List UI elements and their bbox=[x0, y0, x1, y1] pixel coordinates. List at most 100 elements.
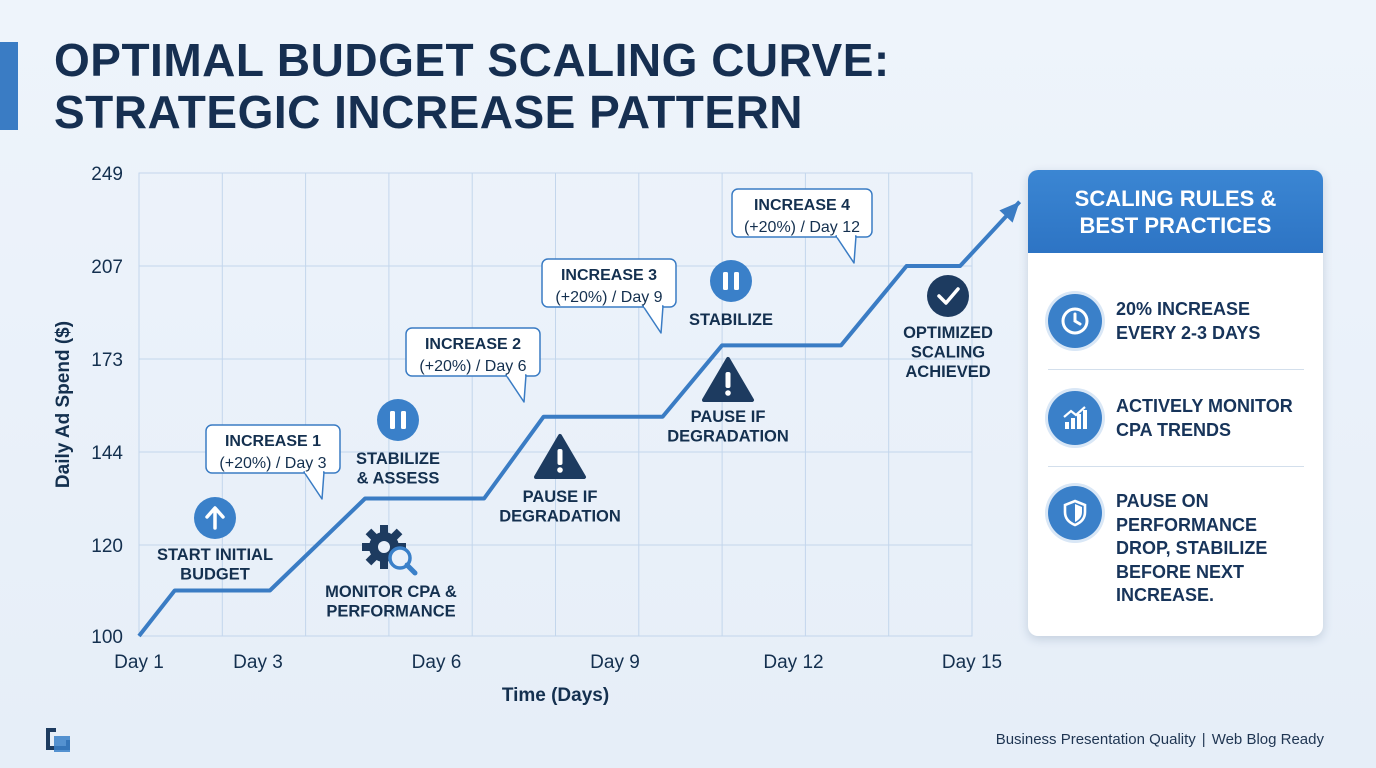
plot-area-border bbox=[138, 172, 973, 637]
icon-glyph bbox=[734, 272, 739, 290]
brand-logo bbox=[44, 726, 72, 752]
callout-subtitle: (+20%) / Day 12 bbox=[744, 219, 860, 236]
callout-title: INCREASE 2 bbox=[425, 336, 521, 353]
title-line-1: OPTIMAL BUDGET SCALING CURVE: bbox=[54, 34, 890, 86]
panel-header: SCALING RULES & BEST PRACTICES bbox=[1028, 170, 1323, 253]
arrow-up-icon bbox=[194, 497, 236, 539]
annotation: MONITOR CPA & PERFORMANCE bbox=[325, 525, 457, 621]
icon-bg bbox=[377, 399, 419, 441]
rule-text: ACTIVELY MONITOR CPA TRENDS bbox=[1116, 391, 1293, 442]
icon-glyph bbox=[557, 449, 563, 465]
page-title: OPTIMAL BUDGET SCALING CURVE: STRATEGIC … bbox=[54, 34, 890, 138]
icon-glyph bbox=[401, 411, 406, 429]
annotation: STABILIZE & ASSESS bbox=[356, 399, 440, 488]
icon-glyph bbox=[725, 390, 731, 396]
callout-background bbox=[731, 188, 873, 238]
callout-title: INCREASE 1 bbox=[225, 433, 321, 450]
footer-separator: | bbox=[1201, 731, 1206, 748]
annotation-text: SCALING bbox=[911, 344, 985, 362]
annotation: START INITIAL BUDGET bbox=[157, 497, 273, 584]
x-axis-label: Time (Days) bbox=[502, 685, 609, 706]
annotation-text: PAUSE IF bbox=[523, 488, 598, 506]
rule-line: PERFORMANCE bbox=[1116, 514, 1258, 535]
scaling-rules-panel: SCALING RULES & BEST PRACTICES 20% INCRE… bbox=[1028, 170, 1323, 636]
callout-box: INCREASE 4 (+20%) / Day 12 bbox=[731, 188, 873, 264]
callout-tail bbox=[303, 471, 325, 500]
bar-chart-trend-icon bbox=[1048, 391, 1102, 445]
rule-line: BEFORE NEXT bbox=[1116, 561, 1245, 582]
warning-icon bbox=[702, 357, 754, 402]
callout-background bbox=[405, 327, 541, 377]
y-tick-label: 100 bbox=[91, 627, 123, 648]
rule-item-increase: 20% INCREASE EVERY 2-3 DAYS bbox=[1048, 294, 1306, 348]
footer-right: Web Blog Ready bbox=[1211, 731, 1324, 748]
y-tick-label: 120 bbox=[91, 536, 123, 557]
callout-subtitle: (+20%) / Day 3 bbox=[219, 455, 326, 472]
rule-line: CPA TRENDS bbox=[1116, 419, 1232, 440]
icon-glyph bbox=[404, 562, 418, 576]
annotation-text: ACHIEVED bbox=[905, 363, 990, 381]
callout-background bbox=[541, 258, 677, 308]
x-tick-label: Day 6 bbox=[412, 652, 462, 673]
series-line bbox=[137, 200, 1022, 638]
icon-bg bbox=[927, 275, 969, 317]
x-tick-label: Day 3 bbox=[233, 652, 283, 673]
rule-item-pause: PAUSE ON PERFORMANCE DROP, STABILIZE BEF… bbox=[1048, 486, 1306, 608]
title-line-2: STRATEGIC INCREASE PATTERN bbox=[54, 86, 804, 138]
icon-glyph bbox=[380, 560, 388, 569]
icon-glyph bbox=[723, 272, 728, 290]
icon-glyph bbox=[390, 411, 395, 429]
rule-divider bbox=[1048, 466, 1304, 467]
y-tick-label: 173 bbox=[91, 350, 123, 371]
annotation-text: BUDGET bbox=[180, 566, 250, 584]
gear-search-icon bbox=[362, 525, 418, 576]
rule-line: ACTIVELY MONITOR bbox=[1116, 396, 1293, 416]
annotation: PAUSE IF DEGRADATION bbox=[667, 357, 789, 446]
annotation-text: OPTIMIZED bbox=[903, 324, 993, 342]
annotation-text: MONITOR CPA & bbox=[325, 583, 457, 601]
rule-text: PAUSE ON PERFORMANCE DROP, STABILIZE BEF… bbox=[1116, 486, 1267, 608]
callout-box: INCREASE 1 (+20%) / Day 3 bbox=[205, 424, 341, 500]
series-arrowhead bbox=[999, 201, 1020, 223]
x-tick-label: Day 15 bbox=[942, 652, 1002, 673]
icon-bg bbox=[710, 260, 752, 302]
icon-glyph bbox=[205, 506, 225, 530]
callout-title: INCREASE 3 bbox=[561, 267, 657, 284]
title-accent-bar bbox=[0, 42, 18, 130]
callout-box: INCREASE 3 (+20%) / Day 9 bbox=[541, 258, 677, 334]
warning-icon bbox=[534, 434, 586, 479]
icon-glyph bbox=[557, 467, 563, 473]
annotation-text: PERFORMANCE bbox=[326, 603, 455, 621]
annotation-text: & ASSESS bbox=[357, 470, 440, 488]
x-tick-label: Day 9 bbox=[590, 652, 640, 673]
rule-line: INCREASE. bbox=[1116, 585, 1215, 605]
annotation-text: STABILIZE bbox=[689, 311, 773, 329]
check-icon bbox=[927, 275, 969, 317]
icon-glyph bbox=[380, 525, 388, 534]
callout-tail bbox=[835, 235, 857, 264]
callout-box: INCREASE 2 (+20%) / Day 6 bbox=[405, 327, 541, 403]
icon-glyph bbox=[362, 543, 371, 551]
callout-tail bbox=[505, 374, 527, 403]
footer-note: Business Presentation Quality | Web Blog R… bbox=[996, 731, 1324, 748]
shield-icon bbox=[1048, 486, 1102, 540]
icon-glyph bbox=[388, 546, 412, 570]
rule-item-monitor: ACTIVELY MONITOR CPA TRENDS bbox=[1048, 391, 1306, 445]
annotation-text: PAUSE IF bbox=[691, 408, 766, 426]
rule-text: 20% INCREASE EVERY 2-3 DAYS bbox=[1116, 294, 1260, 345]
y-tick-label: 207 bbox=[91, 257, 123, 278]
rule-line: EVERY 2-3 DAYS bbox=[1116, 322, 1261, 343]
rule-divider bbox=[1048, 369, 1304, 370]
callout-subtitle: (+20%) / Day 9 bbox=[555, 289, 662, 306]
annotation-text: DEGRADATION bbox=[667, 428, 789, 446]
icon-glyph bbox=[937, 287, 960, 305]
callout-background bbox=[205, 424, 341, 474]
footer-left: Business Presentation Quality bbox=[995, 731, 1196, 748]
rule-line: 20% INCREASE bbox=[1116, 299, 1251, 319]
pause-icon bbox=[710, 260, 752, 302]
clock-icon bbox=[1048, 294, 1102, 348]
x-tick-label: Day 12 bbox=[763, 652, 823, 673]
rule-line: DROP, STABILIZE bbox=[1116, 538, 1268, 558]
